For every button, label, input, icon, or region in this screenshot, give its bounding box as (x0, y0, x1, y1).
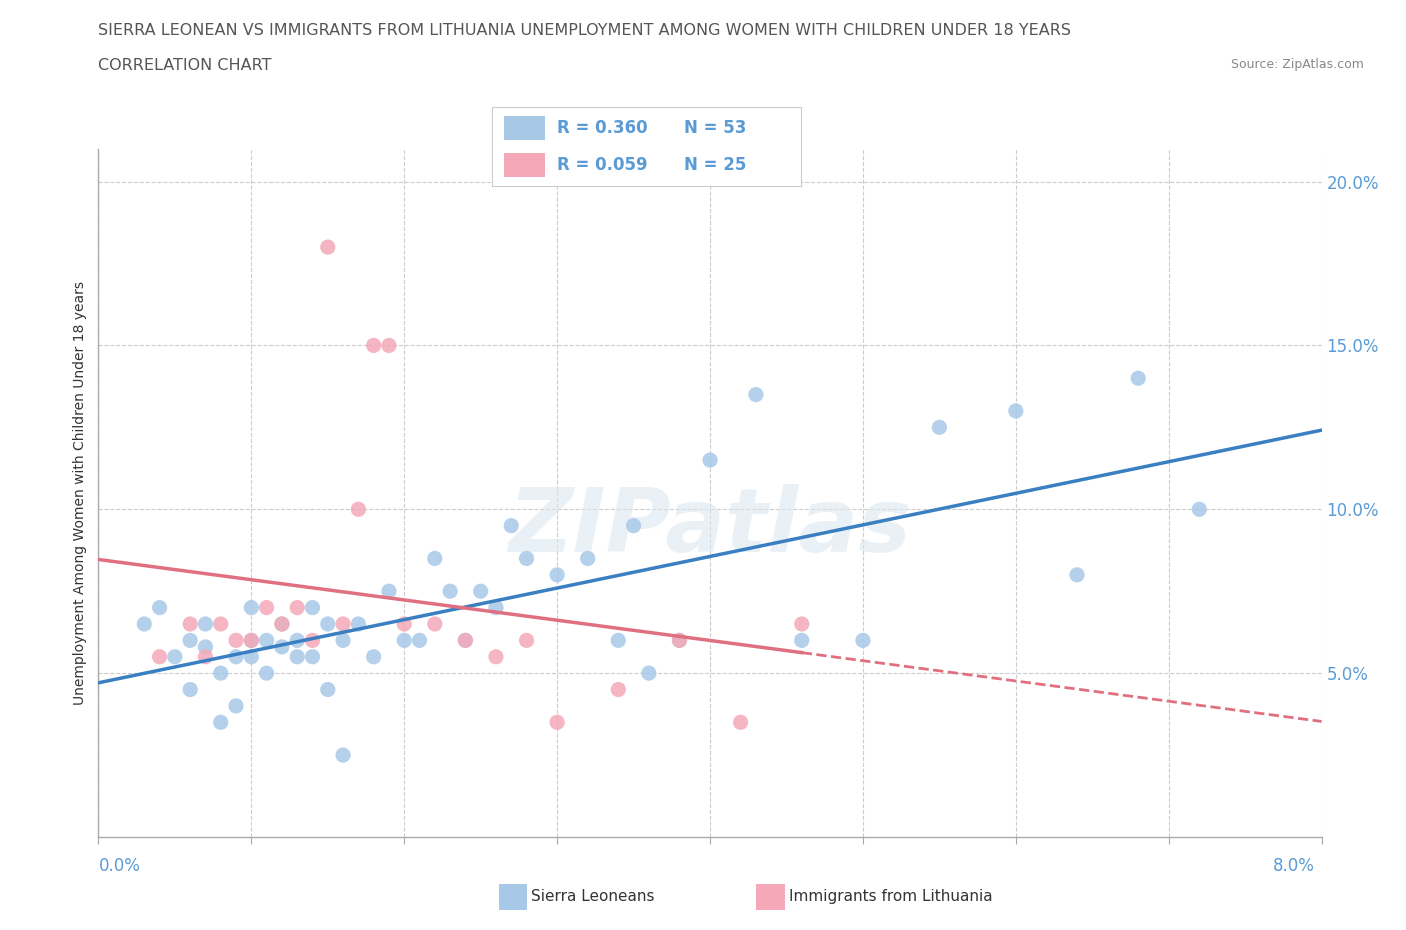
Point (392, 617, 416, 631)
Point (285, 649, 308, 664)
Point (454, 633, 477, 648)
Point (316, 240, 339, 255)
Point (546, 567, 568, 582)
Point (316, 682, 339, 697)
Point (194, 649, 217, 664)
Point (392, 633, 416, 648)
Point (623, 518, 645, 533)
Point (1188, 502, 1211, 517)
Point (1066, 567, 1088, 582)
Point (270, 617, 294, 631)
Text: 8.0%: 8.0% (1272, 857, 1315, 875)
Point (668, 633, 690, 648)
Point (194, 640, 217, 655)
Point (423, 551, 446, 565)
Point (149, 600, 172, 615)
Text: Source: ZipAtlas.com: Source: ZipAtlas.com (1230, 58, 1364, 71)
Point (1004, 404, 1026, 418)
Point (256, 666, 278, 681)
Point (347, 617, 370, 631)
Point (423, 617, 446, 631)
Text: Immigrants from Lithuania: Immigrants from Lithuania (789, 889, 993, 905)
Point (149, 649, 172, 664)
Point (576, 551, 599, 565)
Text: R = 0.059: R = 0.059 (557, 155, 648, 174)
Point (607, 633, 630, 648)
Point (285, 633, 308, 648)
Point (240, 649, 263, 664)
Point (637, 666, 661, 681)
Point (378, 584, 401, 599)
Point (546, 715, 568, 730)
Point (240, 600, 263, 615)
Point (470, 584, 492, 599)
Point (256, 633, 278, 648)
Point (363, 649, 385, 664)
Point (301, 633, 323, 648)
Point (928, 420, 950, 435)
Point (332, 748, 354, 763)
Bar (505, 153, 544, 177)
Point (225, 698, 247, 713)
Text: N = 53: N = 53 (683, 119, 747, 138)
Point (852, 633, 875, 648)
Point (485, 600, 508, 615)
Point (240, 633, 263, 648)
Point (163, 649, 186, 664)
Point (745, 387, 768, 402)
Text: N = 25: N = 25 (683, 155, 747, 174)
Point (316, 617, 339, 631)
Point (209, 715, 232, 730)
Point (607, 682, 630, 697)
Point (790, 633, 813, 648)
Point (301, 600, 323, 615)
Point (194, 617, 217, 631)
Point (454, 633, 477, 648)
Point (699, 453, 721, 468)
Point (378, 338, 401, 352)
Point (134, 617, 156, 631)
Point (209, 617, 232, 631)
Point (270, 617, 294, 631)
Point (225, 633, 247, 648)
Point (179, 633, 201, 648)
Point (790, 617, 813, 631)
Bar (505, 116, 544, 140)
Point (730, 715, 752, 730)
Point (501, 518, 523, 533)
Text: SIERRA LEONEAN VS IMMIGRANTS FROM LITHUANIA UNEMPLOYMENT AMONG WOMEN WITH CHILDR: SIERRA LEONEAN VS IMMIGRANTS FROM LITHUA… (98, 23, 1071, 38)
Text: R = 0.360: R = 0.360 (557, 119, 648, 138)
Text: CORRELATION CHART: CORRELATION CHART (98, 58, 271, 73)
Point (225, 649, 247, 664)
Point (1128, 371, 1150, 386)
Point (209, 666, 232, 681)
Point (485, 649, 508, 664)
Point (668, 633, 690, 648)
Point (179, 617, 201, 631)
Point (240, 633, 263, 648)
Y-axis label: Unemployment Among Women with Children Under 18 years: Unemployment Among Women with Children U… (73, 281, 87, 705)
Text: Sierra Leoneans: Sierra Leoneans (531, 889, 655, 905)
Point (179, 682, 201, 697)
Point (270, 640, 294, 655)
Text: ZIPatlas: ZIPatlas (509, 484, 911, 571)
Point (285, 600, 308, 615)
Point (301, 649, 323, 664)
Point (332, 617, 354, 631)
Point (516, 551, 538, 565)
Point (516, 633, 538, 648)
Point (439, 584, 461, 599)
Point (408, 633, 430, 648)
Point (347, 502, 370, 517)
Point (363, 338, 385, 352)
Text: 0.0%: 0.0% (98, 857, 141, 875)
Point (332, 633, 354, 648)
Point (256, 600, 278, 615)
